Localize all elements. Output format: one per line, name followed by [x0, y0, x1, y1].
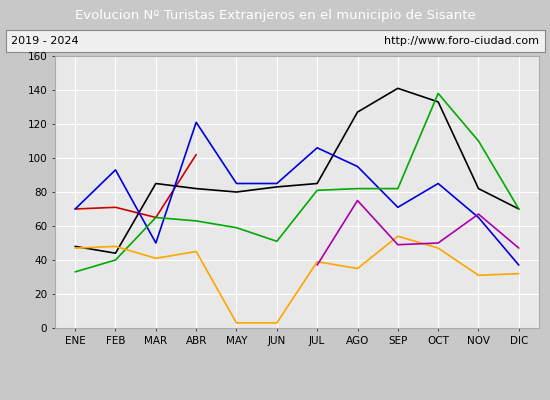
- Text: Evolucion Nº Turistas Extranjeros en el municipio de Sisante: Evolucion Nº Turistas Extranjeros en el …: [75, 8, 475, 22]
- Text: http://www.foro-ciudad.com: http://www.foro-ciudad.com: [384, 36, 539, 46]
- Text: 2019 - 2024: 2019 - 2024: [11, 36, 79, 46]
